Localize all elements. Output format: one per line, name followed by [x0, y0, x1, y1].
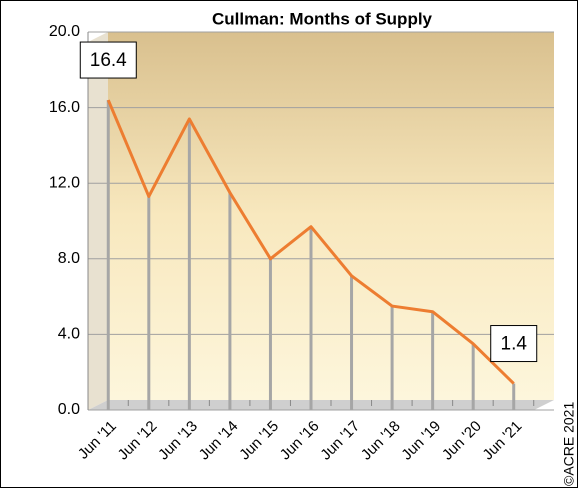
chart-title: Cullman: Months of Supply	[212, 9, 433, 28]
y-tick-label: 0.0	[58, 401, 80, 418]
copyright: ©ACRE 2021	[561, 402, 577, 486]
data-label: 1.4	[501, 334, 528, 355]
series-line	[106, 99, 515, 385]
plot-area	[108, 32, 554, 400]
plot-floor	[88, 400, 554, 410]
y-tick-label: 20.0	[49, 23, 80, 40]
y-tick-label: 4.0	[58, 326, 80, 343]
y-tick-label: 16.0	[49, 99, 80, 116]
data-label-box	[79, 41, 137, 79]
data-label-box	[490, 325, 538, 363]
y-tick-label: 8.0	[58, 250, 80, 267]
data-label: 16.4	[90, 50, 127, 71]
y-tick-label: 12.0	[49, 174, 80, 191]
